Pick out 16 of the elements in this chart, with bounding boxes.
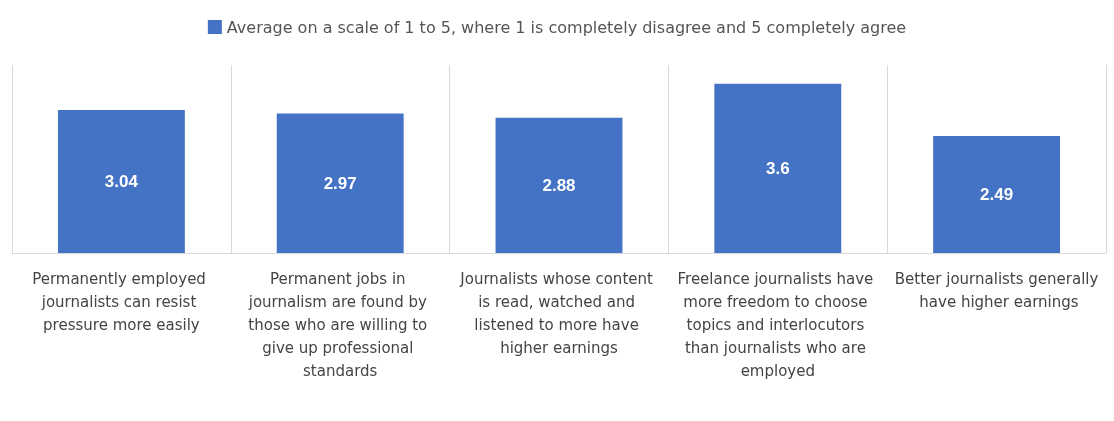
data-label: 3.6 — [765, 158, 790, 178]
data-label: 3.04 — [104, 172, 139, 192]
x-tick-label: Freelance journalists have more freedom to choose topics and interlocutors than journalists who are employed — [677, 269, 879, 380]
x-tick-label: Journalists whose content is read, watched and listened to more have higher earnings — [459, 269, 658, 357]
bar — [933, 135, 1061, 253]
bar — [714, 83, 842, 253]
bar — [57, 110, 185, 253]
bar — [495, 117, 623, 253]
data-label: 2.97 — [323, 173, 357, 193]
x-tick-label: Better journalists generally have higher earnings — [894, 269, 1099, 311]
x-tick-label: Permanent jobs in journalism are found by those who are willing to give up professional standards — [247, 269, 433, 380]
data-label: 2.88 — [542, 175, 576, 195]
legend-label: Average on a scale of 1 to 5, where 1 is completely disagree and 5 completely agree — [226, 17, 907, 37]
data-label: 2.49 — [980, 184, 1014, 204]
x-tick-label: Permanently employed journalists can resist pressure more easily — [32, 269, 211, 334]
bar — [276, 113, 404, 253]
